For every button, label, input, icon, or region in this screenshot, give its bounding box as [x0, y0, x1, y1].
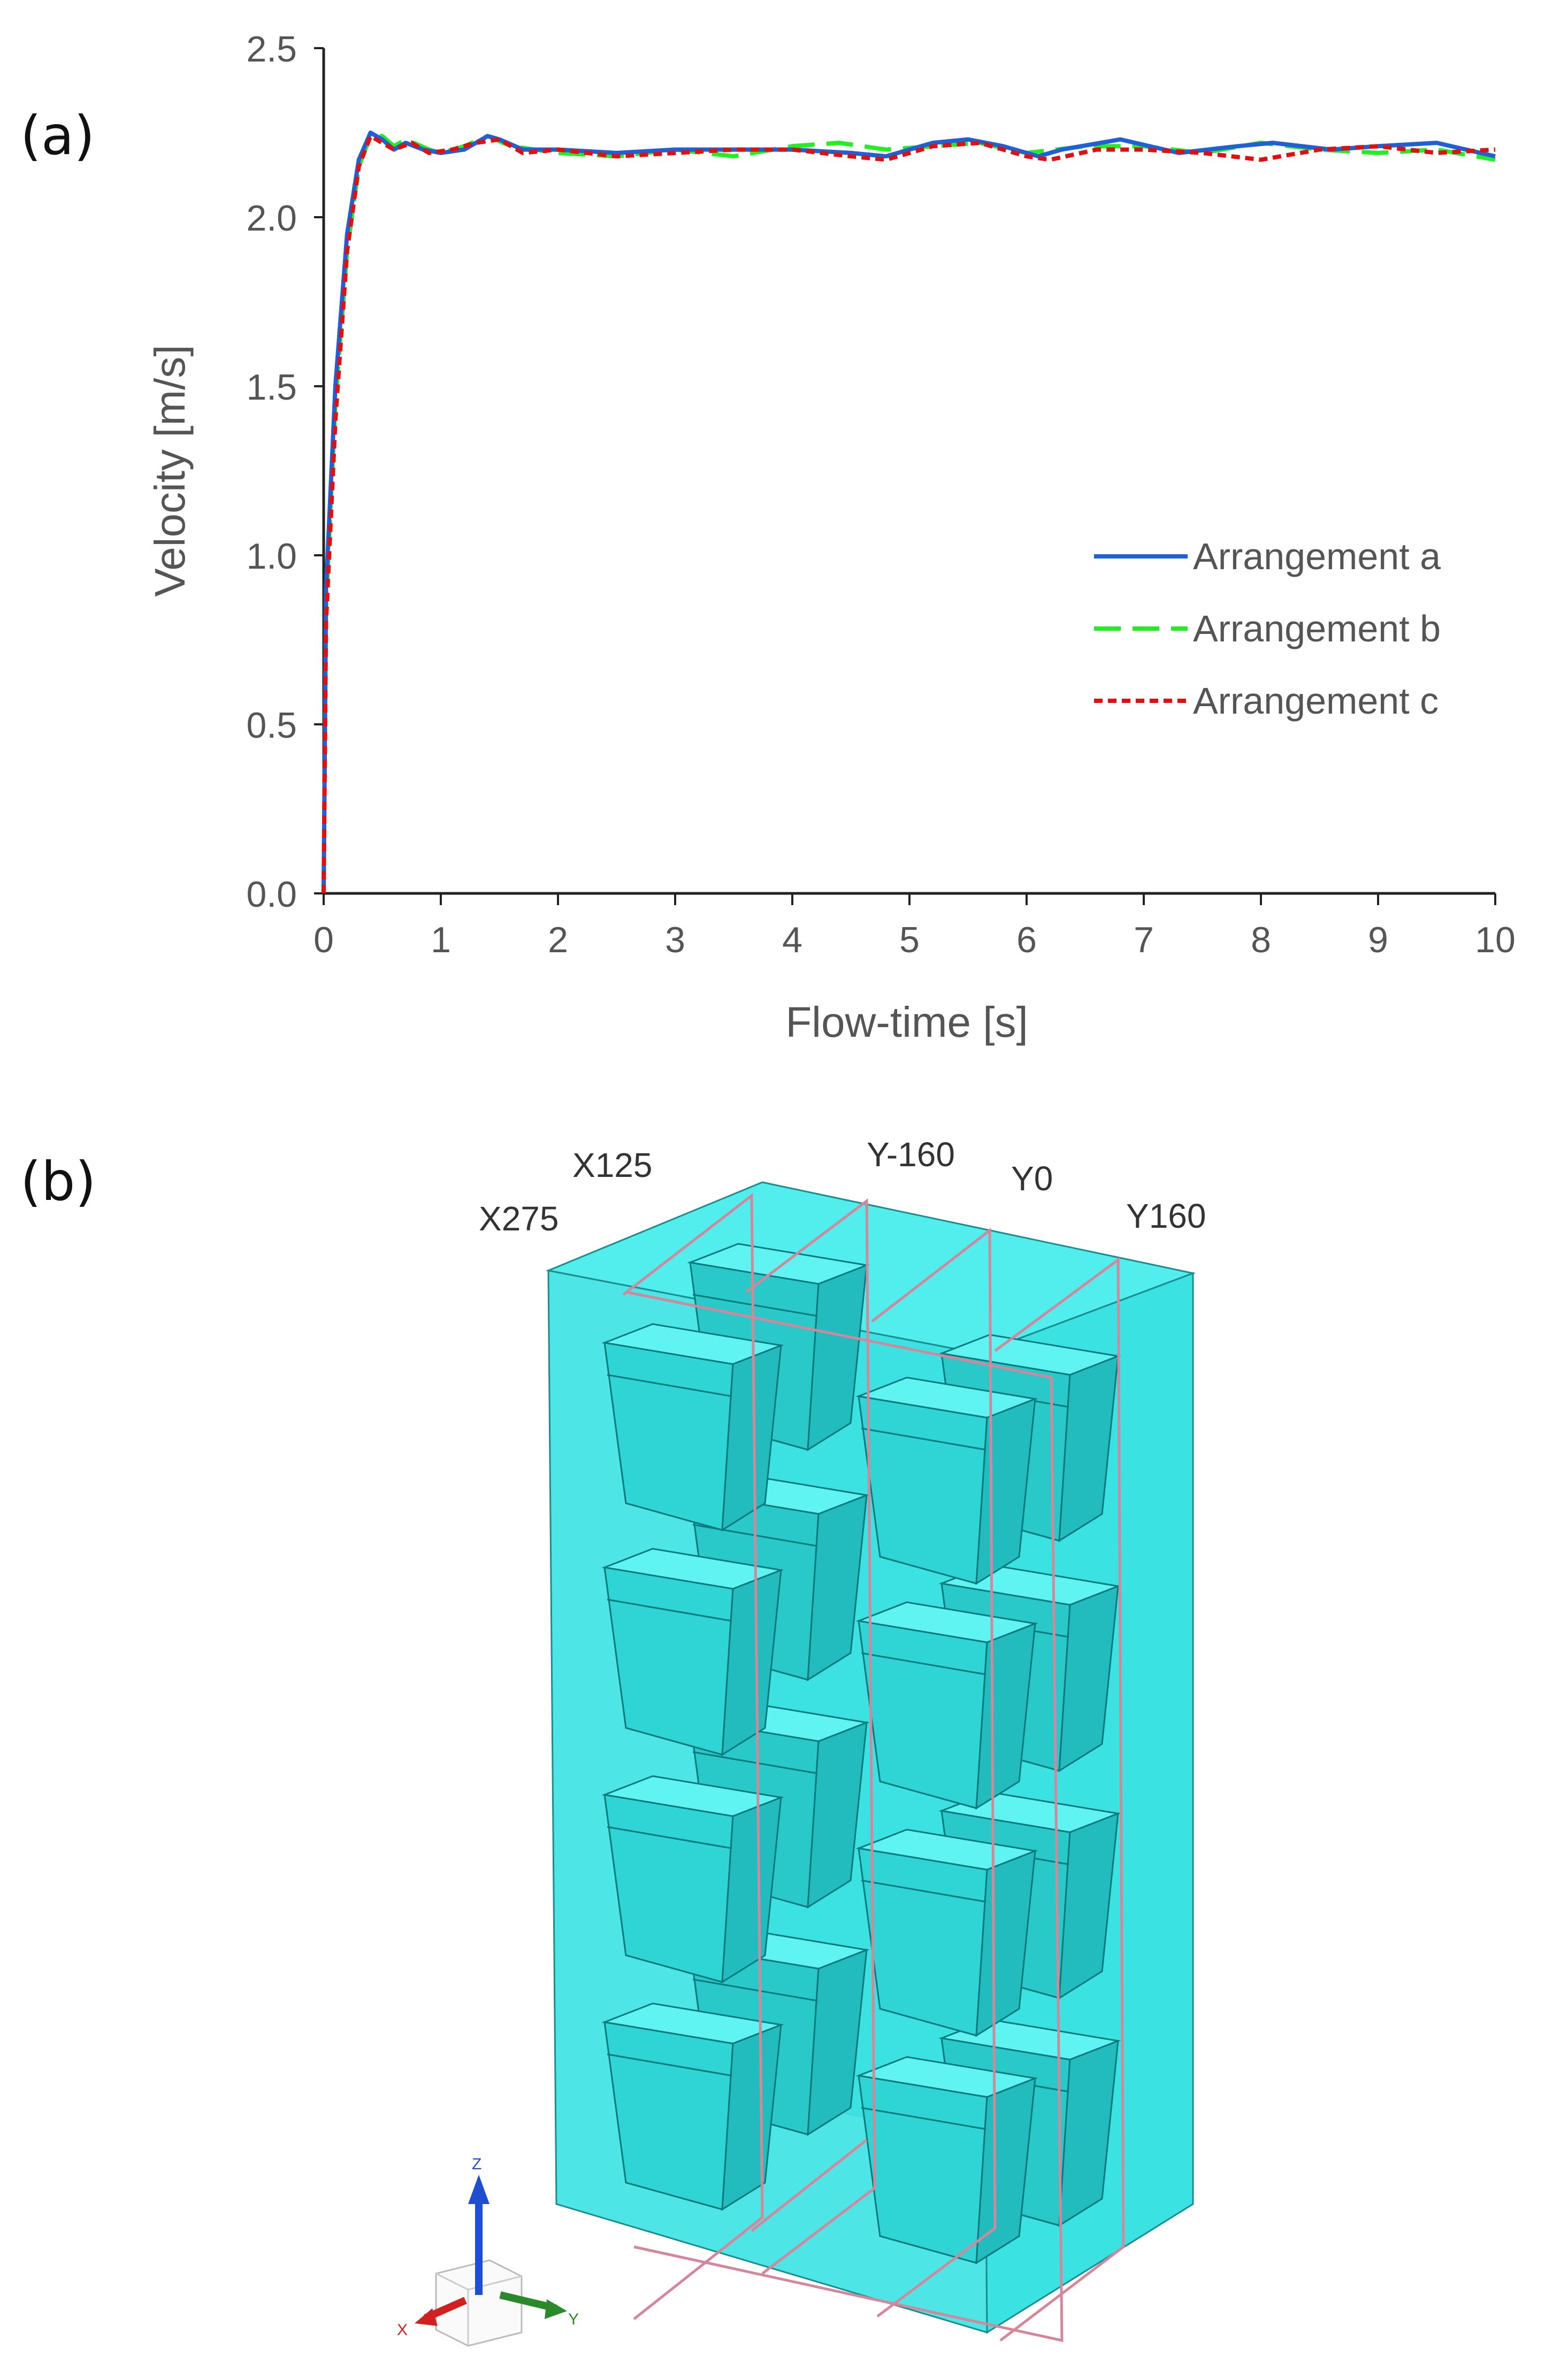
plane-label-x275: X275: [479, 1199, 559, 1238]
y-tick-label: 0.5: [246, 705, 297, 746]
x-axis-label: Flow-time [s]: [785, 998, 1028, 1046]
legend-label: Arrangement c: [1193, 680, 1439, 722]
x-tick-label: 8: [1251, 920, 1271, 960]
x-tick-label: 1: [431, 920, 451, 960]
block-side: [807, 1721, 868, 1909]
x-tick-label: 10: [1475, 920, 1516, 960]
x-tick-label: 6: [1016, 920, 1037, 960]
block-side: [1058, 1585, 1119, 1772]
block-side: [721, 1569, 782, 1756]
y-tick-label: 1.5: [246, 367, 297, 408]
series-line-arrangement-b: [322, 134, 1496, 894]
y-axis-label-triad: Y: [568, 2311, 579, 2328]
panel-label-b: (b): [20, 1150, 96, 1213]
section-plane-outline: [871, 1227, 997, 2317]
x-axis-label-triad: X: [397, 2321, 408, 2339]
block-side: [721, 2023, 782, 2211]
block-side: [975, 1849, 1036, 2037]
x-tick-label: 7: [1134, 920, 1154, 960]
block-side: [721, 1796, 782, 1984]
axis-triad: Z X Y: [397, 2155, 579, 2347]
x-tick-label: 9: [1368, 920, 1388, 960]
section-plane-outline: [625, 1290, 1064, 2343]
block-side: [1058, 1355, 1119, 1542]
y-tick-label: 2.0: [246, 198, 297, 239]
block-side: [721, 1344, 782, 1532]
plane-label-x125: X125: [572, 1146, 652, 1184]
y-tick-label: 0.0: [246, 874, 297, 915]
block-lip: [607, 1598, 732, 1622]
section-plane-outline: [751, 2139, 868, 2232]
block-lip: [861, 1879, 986, 1903]
y-tick-label: 2.5: [246, 29, 297, 70]
legend-label: Arrangement b: [1193, 608, 1441, 649]
x-tick-label: 5: [899, 920, 920, 960]
section-plane-outline: [622, 1192, 764, 2320]
block-lip: [607, 1826, 732, 1849]
block-lip: [607, 2053, 732, 2077]
panel-label-a: (a): [20, 104, 95, 167]
block-side: [1058, 1812, 1119, 2000]
x-tick-label: 4: [782, 920, 802, 960]
y-axis-label: Velocity [m/s]: [146, 345, 194, 596]
x-tick-label: 0: [313, 920, 334, 960]
x-tick-label: 2: [548, 920, 568, 960]
legend-label: Arrangement a: [1193, 535, 1441, 577]
plane-label-y-160: Y-160: [867, 1135, 955, 1174]
block-lip: [861, 2107, 986, 2130]
block-lip: [692, 1294, 818, 1317]
block-lip: [692, 1978, 818, 2002]
block-side: [807, 1948, 868, 2136]
velocity-chart: 0.0 0.5 1.0 1.5 2.0 2.5 0 1 2 3 4 5 6 7 8 9 10 Arrangemen…: [146, 29, 1516, 1046]
block-grid: [601, 1243, 1121, 2264]
plane-label-y160: Y160: [1126, 1197, 1206, 1235]
series-line-arrangement-c: [322, 134, 1496, 894]
block-side: [975, 2077, 1036, 2264]
block-side: [807, 1264, 868, 1451]
block-side: [1058, 2039, 1119, 2227]
section-planes: [622, 1192, 1125, 2343]
x-tick-label: 3: [665, 920, 685, 960]
y-tick-label: 1.0: [246, 536, 297, 577]
z-axis-label: Z: [472, 2155, 481, 2173]
section-plane-outline: [745, 1198, 876, 2275]
block-lip: [692, 1751, 818, 1774]
series-line-arrangement-a: [322, 131, 1496, 894]
block-lip: [861, 1652, 986, 1676]
plane-label-y0: Y0: [1011, 1159, 1053, 1198]
block-side: [807, 1494, 868, 1681]
block-lip: [861, 1427, 986, 1451]
model-illustration: X125 X275 Y-160 Y0 Y160 Z X Y: [397, 1135, 1206, 2347]
block-lip: [607, 1374, 732, 1397]
